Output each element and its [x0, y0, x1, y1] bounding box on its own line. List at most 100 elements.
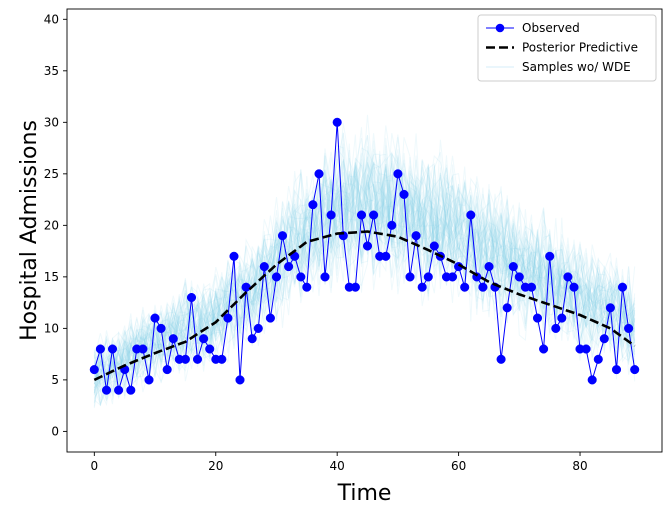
sample-path-35 — [93, 155, 636, 397]
observed-point-64 — [478, 282, 488, 292]
sample-path-34 — [93, 156, 636, 386]
observed-point-61 — [460, 282, 470, 292]
observed-point-50 — [393, 169, 403, 179]
observed-point-88 — [624, 323, 634, 333]
y-tick-label-8: 40 — [44, 12, 59, 26]
observed-point-35 — [302, 282, 312, 292]
observed-point-12 — [162, 365, 172, 375]
observed-point-43 — [350, 282, 360, 292]
observed-point-23 — [229, 251, 239, 261]
sample-path-8 — [93, 133, 635, 402]
sample-path-56 — [94, 161, 636, 378]
observed-point-89 — [630, 365, 640, 375]
observed-point-4 — [114, 385, 124, 395]
observed-point-78 — [563, 272, 573, 282]
observed-point-19 — [205, 344, 215, 354]
observed-point-65 — [484, 262, 494, 272]
sample-path-13 — [93, 114, 636, 392]
observed-point-48 — [381, 251, 391, 261]
legend-label-samples: Samples wo/ WDE — [522, 60, 631, 74]
x-axis-ticks: 0 20 40 60 80 — [91, 452, 588, 473]
sample-path-50 — [93, 159, 636, 378]
observed-point-62 — [466, 210, 476, 220]
observed-point-77 — [557, 313, 567, 323]
observed-point-49 — [387, 220, 397, 230]
y-tick-label-1: 5 — [51, 373, 59, 387]
observed-point-75 — [545, 251, 555, 261]
observed-point-70 — [514, 272, 524, 282]
observed-point-74 — [539, 344, 549, 354]
observed-point-32 — [284, 262, 294, 272]
observed-point-69 — [508, 262, 518, 272]
observed-point-34 — [296, 272, 306, 282]
observed-point-1 — [95, 344, 105, 354]
observed-point-25 — [241, 282, 251, 292]
observed-point-0 — [89, 365, 99, 375]
sample-path-33 — [93, 137, 636, 403]
legend-label-observed: Observed — [522, 21, 580, 35]
observed-point-68 — [502, 303, 512, 313]
sample-path-59 — [93, 140, 635, 394]
sample-path-19 — [93, 137, 636, 386]
posterior-layer — [93, 230, 636, 382]
observed-point-18 — [199, 334, 209, 344]
observed-point-22 — [223, 313, 233, 323]
sample-path-51 — [93, 161, 636, 406]
observed-point-53 — [411, 231, 421, 241]
observed-point-67 — [496, 354, 506, 364]
sample-path-5 — [93, 123, 636, 393]
sample-path-42 — [93, 158, 635, 406]
x-axis-title: Time — [337, 481, 392, 506]
observed-layer — [89, 117, 640, 395]
observed-point-56 — [429, 241, 439, 251]
observed-point-36 — [308, 200, 318, 210]
observed-point-15 — [180, 354, 190, 364]
observed-point-2 — [101, 385, 112, 395]
sample-path-16 — [93, 139, 636, 392]
sample-path-39 — [93, 159, 636, 405]
sample-path-36 — [93, 155, 636, 393]
sample-path-7 — [93, 132, 635, 379]
y-axis-ticks: 0 5 10 15 20 25 30 35 40 — [44, 12, 67, 438]
observed-point-86 — [611, 365, 622, 375]
observed-point-21 — [217, 354, 227, 364]
legend-label-posterior: Posterior Predictive — [522, 41, 638, 55]
legend: Observed Posterior Predictive Samples wo/ … — [477, 14, 657, 82]
y-tick-label-3: 15 — [44, 270, 59, 284]
y-tick-label-7: 35 — [44, 64, 59, 78]
legend-item-observed: Observed — [486, 21, 580, 35]
y-tick-label-4: 20 — [44, 218, 59, 232]
sample-path-10 — [93, 161, 636, 393]
x-tick-label-3: 60 — [451, 459, 466, 473]
observed-point-51 — [399, 189, 409, 199]
sample-path-25 — [93, 143, 636, 407]
sample-path-43 — [94, 133, 636, 396]
sample-path-48 — [94, 148, 636, 396]
sample-path-17 — [93, 148, 636, 389]
observed-point-73 — [532, 313, 543, 323]
observed-point-3 — [107, 344, 118, 354]
sample-path-32 — [94, 166, 636, 381]
sample-path-21 — [93, 166, 636, 389]
observed-point-81 — [581, 344, 591, 354]
legend-box — [477, 14, 657, 82]
observed-point-55 — [423, 272, 433, 282]
sample-path-46 — [93, 153, 636, 384]
sample-path-18 — [93, 164, 636, 394]
observed-point-76 — [551, 323, 561, 333]
observed-point-45 — [362, 241, 373, 251]
observed-point-85 — [605, 303, 615, 313]
x-tick-label-2: 40 — [330, 459, 345, 473]
observed-point-10 — [150, 313, 160, 323]
observed-point-82 — [587, 375, 597, 385]
observed-point-38 — [320, 272, 330, 282]
sample-path-58 — [93, 134, 636, 404]
observed-point-6 — [126, 385, 136, 395]
legend-item-samples: Samples wo/ WDE — [486, 60, 631, 74]
observed-point-27 — [253, 323, 263, 333]
observed-point-31 — [277, 231, 288, 241]
observed-point-54 — [417, 282, 427, 292]
observed-point-13 — [168, 334, 178, 344]
